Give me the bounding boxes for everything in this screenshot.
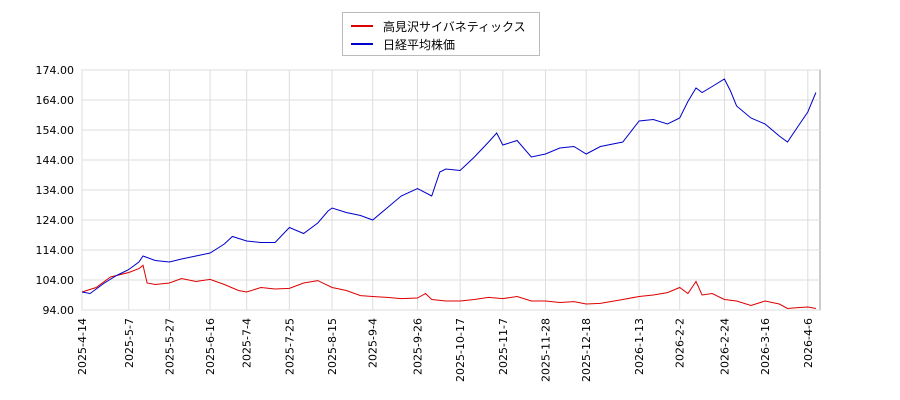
x-tick-label: 2025-7-4 xyxy=(241,318,254,368)
y-tick-label: 94.00 xyxy=(43,304,75,317)
x-tick-label: 2026-2-24 xyxy=(718,318,731,375)
y-tick-label: 114.00 xyxy=(36,244,75,257)
y-tick-label: 134.00 xyxy=(36,184,75,197)
x-tick-label: 2025-5-7 xyxy=(123,318,136,368)
x-tick-label: 2026-2-2 xyxy=(674,318,687,368)
x-tick-label: 2025-10-17 xyxy=(454,318,467,382)
y-tick-label: 104.00 xyxy=(36,274,75,287)
x-tick-label: 2026-3-16 xyxy=(759,318,772,375)
series-layer xyxy=(81,78,817,310)
legend: 高見沢サイバネティックス 日経平均株価 xyxy=(342,12,540,56)
series-line-nikkei xyxy=(81,78,817,295)
y-tick-label: 174.00 xyxy=(36,64,75,77)
y-tick-label: 144.00 xyxy=(36,154,75,167)
x-tick-label: 2025-5-27 xyxy=(163,318,176,375)
legend-swatch-blue xyxy=(351,43,373,45)
x-tick-label: 2025-4-14 xyxy=(76,318,89,375)
x-gridlines xyxy=(81,70,809,310)
x-tick-label: 2026-4-6 xyxy=(802,318,815,368)
y-tick-label: 154.00 xyxy=(36,124,75,137)
x-tick-label: 2025-12-18 xyxy=(580,318,593,382)
legend-label-takamisawa: 高見沢サイバネティックス xyxy=(383,19,526,34)
x-tick-label: 2025-9-26 xyxy=(411,318,424,375)
x-tick-labels: 2025-4-14 2025-5-7 2025-5-27 2025-6-16 2025-… xyxy=(76,318,815,382)
x-tick-label: 2025-11-7 xyxy=(497,318,510,375)
x-tick-label: 2026-1-13 xyxy=(633,318,646,375)
y-tick-label: 124.00 xyxy=(36,214,75,227)
series-line-takamisawa xyxy=(81,264,816,310)
legend-item-takamisawa: 高見沢サイバネティックス xyxy=(351,17,526,35)
y-tick-label: 164.00 xyxy=(36,94,75,107)
y-tick-labels: 94.00 104.00 114.00 124.00 134.00 144.00 154.0… xyxy=(36,64,75,317)
x-tick-label: 2025-8-15 xyxy=(326,318,339,375)
x-tick-label: 2025-9-4 xyxy=(367,318,380,368)
legend-label-nikkei: 日経平均株価 xyxy=(383,37,456,52)
x-tick-label: 2025-7-25 xyxy=(283,318,296,375)
x-tick-label: 2025-11-28 xyxy=(540,318,553,382)
legend-swatch-red xyxy=(351,25,373,27)
x-tick-label: 2025-6-16 xyxy=(204,318,217,375)
legend-item-nikkei: 日経平均株価 xyxy=(351,35,455,53)
